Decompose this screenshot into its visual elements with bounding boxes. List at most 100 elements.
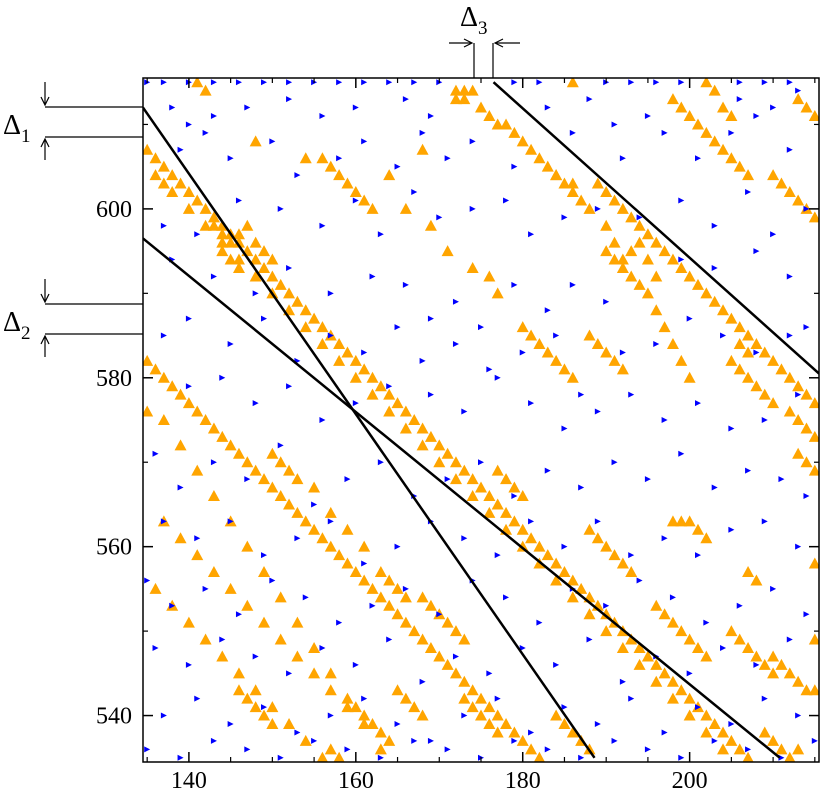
arrow-marker — [235, 79, 242, 86]
arrow-marker — [286, 670, 293, 677]
triangle-marker — [491, 287, 504, 299]
triangle-marker — [666, 93, 679, 105]
arrow-marker — [294, 535, 301, 542]
triangle-marker — [808, 684, 819, 696]
triangle-marker — [725, 152, 738, 164]
triangle-marker — [550, 169, 563, 181]
arrow-marker — [419, 129, 426, 136]
triangle-marker — [249, 270, 262, 282]
triangle-marker — [383, 574, 396, 586]
arrow-marker — [711, 265, 718, 271]
arrow-marker — [761, 79, 768, 86]
triangle-marker — [374, 566, 387, 577]
triangle-marker — [500, 473, 513, 485]
arrow-marker — [611, 121, 618, 128]
arrow-marker — [160, 518, 167, 525]
triangle-marker — [433, 650, 446, 662]
triangle-marker — [149, 582, 162, 594]
triangle-marker — [758, 346, 771, 358]
arrow-marker — [770, 585, 777, 592]
triangle-marker — [449, 473, 462, 485]
triangle-marker — [483, 270, 496, 282]
arrow-marker — [761, 417, 768, 423]
triangle-marker — [232, 447, 245, 459]
triangle-marker — [174, 439, 187, 451]
triangle-marker — [449, 456, 462, 468]
triangle-marker — [299, 304, 312, 316]
triangle-marker — [733, 363, 746, 375]
triangle-marker — [449, 667, 462, 679]
triangle-marker — [683, 515, 696, 527]
triangle-marker — [792, 675, 805, 687]
triangle-marker — [157, 160, 170, 172]
arrow-marker — [628, 695, 635, 702]
arrow-marker — [745, 467, 752, 474]
triangle-marker — [591, 177, 604, 189]
arrow-marker — [227, 155, 234, 162]
triangle-marker — [650, 304, 663, 316]
arrow-marker — [411, 737, 418, 744]
triangle-marker — [675, 354, 688, 366]
triangle-marker — [508, 515, 521, 527]
triangle-marker — [458, 84, 471, 96]
arrow-marker — [603, 602, 610, 609]
triangle-marker — [792, 743, 805, 755]
triangle-marker — [683, 371, 696, 383]
triangle-marker — [399, 616, 412, 628]
triangle-marker — [783, 405, 796, 417]
triangle-marker — [333, 751, 345, 762]
arrow-marker — [636, 577, 643, 584]
triangle-marker — [733, 633, 746, 645]
triangle-marker — [466, 490, 479, 501]
triangle-marker — [675, 262, 688, 273]
arrow-marker — [511, 163, 518, 170]
triangle-marker — [191, 194, 204, 206]
arrow-marker — [294, 172, 301, 179]
diagonal-line — [143, 237, 781, 759]
triangle-marker — [291, 616, 304, 628]
arrow-marker — [511, 281, 518, 288]
arrow-marker — [377, 459, 384, 466]
triangle-marker — [483, 490, 496, 501]
arrow-marker — [277, 442, 284, 449]
arrow-marker — [661, 535, 668, 542]
triangle-marker — [633, 278, 646, 290]
arrow-marker — [803, 324, 810, 331]
arrow-marker — [761, 695, 768, 702]
triangle-marker — [491, 726, 504, 738]
arrow-marker — [352, 661, 359, 668]
triangle-marker — [600, 608, 613, 620]
triangle-marker — [792, 414, 805, 425]
triangle-marker — [725, 110, 738, 121]
arrow-marker — [261, 315, 268, 322]
arrow-marker — [311, 737, 318, 744]
triangle-marker — [274, 278, 287, 290]
arrow-marker — [402, 585, 409, 592]
arrow-marker — [736, 96, 743, 103]
delta-3-subscript: 3 — [478, 18, 488, 39]
triangle-marker — [717, 743, 730, 755]
triangle-marker — [525, 532, 538, 544]
arrow-marker — [369, 602, 376, 609]
triangle-marker — [808, 211, 819, 223]
triangle-marker — [666, 253, 679, 265]
triangle-marker — [700, 650, 713, 662]
arrow-marker — [210, 459, 217, 466]
arrow-marker — [644, 746, 651, 753]
triangle-marker — [541, 160, 554, 172]
arrow-marker — [494, 552, 501, 559]
triangle-marker — [466, 473, 479, 485]
triangle-marker — [308, 667, 321, 679]
axis-ticks: 140 160 180 200 540 560 580 600 — [96, 78, 819, 793]
arrow-marker — [511, 79, 518, 86]
arrow-marker — [169, 104, 176, 111]
arrow-marker — [503, 594, 510, 601]
triangle-marker — [691, 118, 704, 130]
delta-2-subscript: 2 — [21, 323, 31, 344]
triangle-marker — [583, 523, 596, 535]
arrow-marker — [261, 704, 268, 711]
triangle-marker — [316, 751, 329, 762]
arrow-marker — [678, 197, 685, 204]
triangle-marker — [291, 295, 304, 307]
arrow-marker — [302, 594, 309, 601]
